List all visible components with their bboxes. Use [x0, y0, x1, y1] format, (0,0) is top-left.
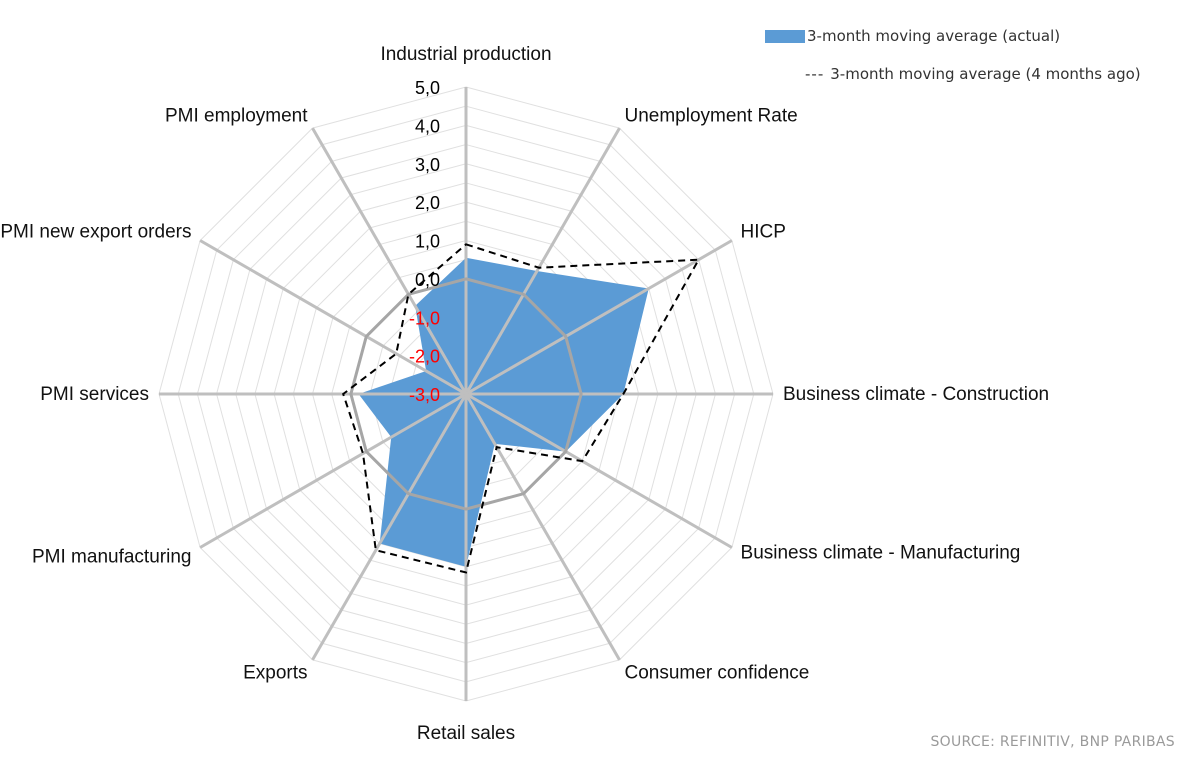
legend-swatch-actual [765, 29, 805, 43]
axis-spoke [199, 239, 467, 396]
legend-label-prior: 3-month moving average (4 months ago) [830, 65, 1141, 83]
tick-label: -3,0 [409, 385, 440, 405]
axis-spoke [311, 127, 468, 395]
category-label: PMI services [40, 384, 149, 405]
tick-label: -2,0 [409, 347, 440, 367]
axis-spoke [464, 127, 621, 395]
legend-dash-icon: --- [805, 65, 825, 83]
category-label: PMI manufacturing [32, 547, 191, 568]
legend-item-prior: --- 3-month moving average (4 months ago… [765, 64, 1141, 84]
axis-spoke [199, 392, 467, 549]
tick-label: 5,0 [415, 78, 440, 98]
category-label: Unemployment Rate [625, 105, 798, 126]
axis-spoke [465, 239, 733, 396]
axis-spoke [464, 393, 621, 661]
axis-spoke [311, 393, 468, 661]
category-label: Consumer confidence [625, 663, 810, 684]
tick-label: 0,0 [415, 270, 440, 290]
tick-label: 2,0 [415, 193, 440, 213]
category-label: PMI employment [165, 105, 308, 126]
zero-ring [349, 277, 583, 511]
axis-spoke [465, 392, 733, 549]
legend-label-actual: 3-month moving average (actual) [807, 27, 1061, 45]
legend-item-actual: 3-month moving average (actual) [765, 26, 1141, 46]
category-label: Industrial production [380, 44, 551, 65]
tick-label: -1,0 [409, 308, 440, 328]
category-label: Exports [243, 663, 307, 684]
category-label: Retail sales [417, 723, 515, 744]
category-label: Business climate - Construction [783, 384, 1049, 405]
series-actual-area [358, 257, 649, 567]
category-label: HICP [741, 222, 786, 243]
legend: 3-month moving average (actual) --- 3-mo… [765, 26, 1141, 102]
category-label: PMI new export orders [0, 222, 191, 243]
category-label: Business climate - Manufacturing [741, 543, 1021, 564]
tick-label: 3,0 [415, 155, 440, 175]
series-prior-line [342, 243, 701, 574]
tick-label: 4,0 [415, 116, 440, 136]
tick-label: 1,0 [415, 232, 440, 252]
source-note: SOURCE: REFINITIV, BNP PARIBAS [930, 734, 1175, 750]
